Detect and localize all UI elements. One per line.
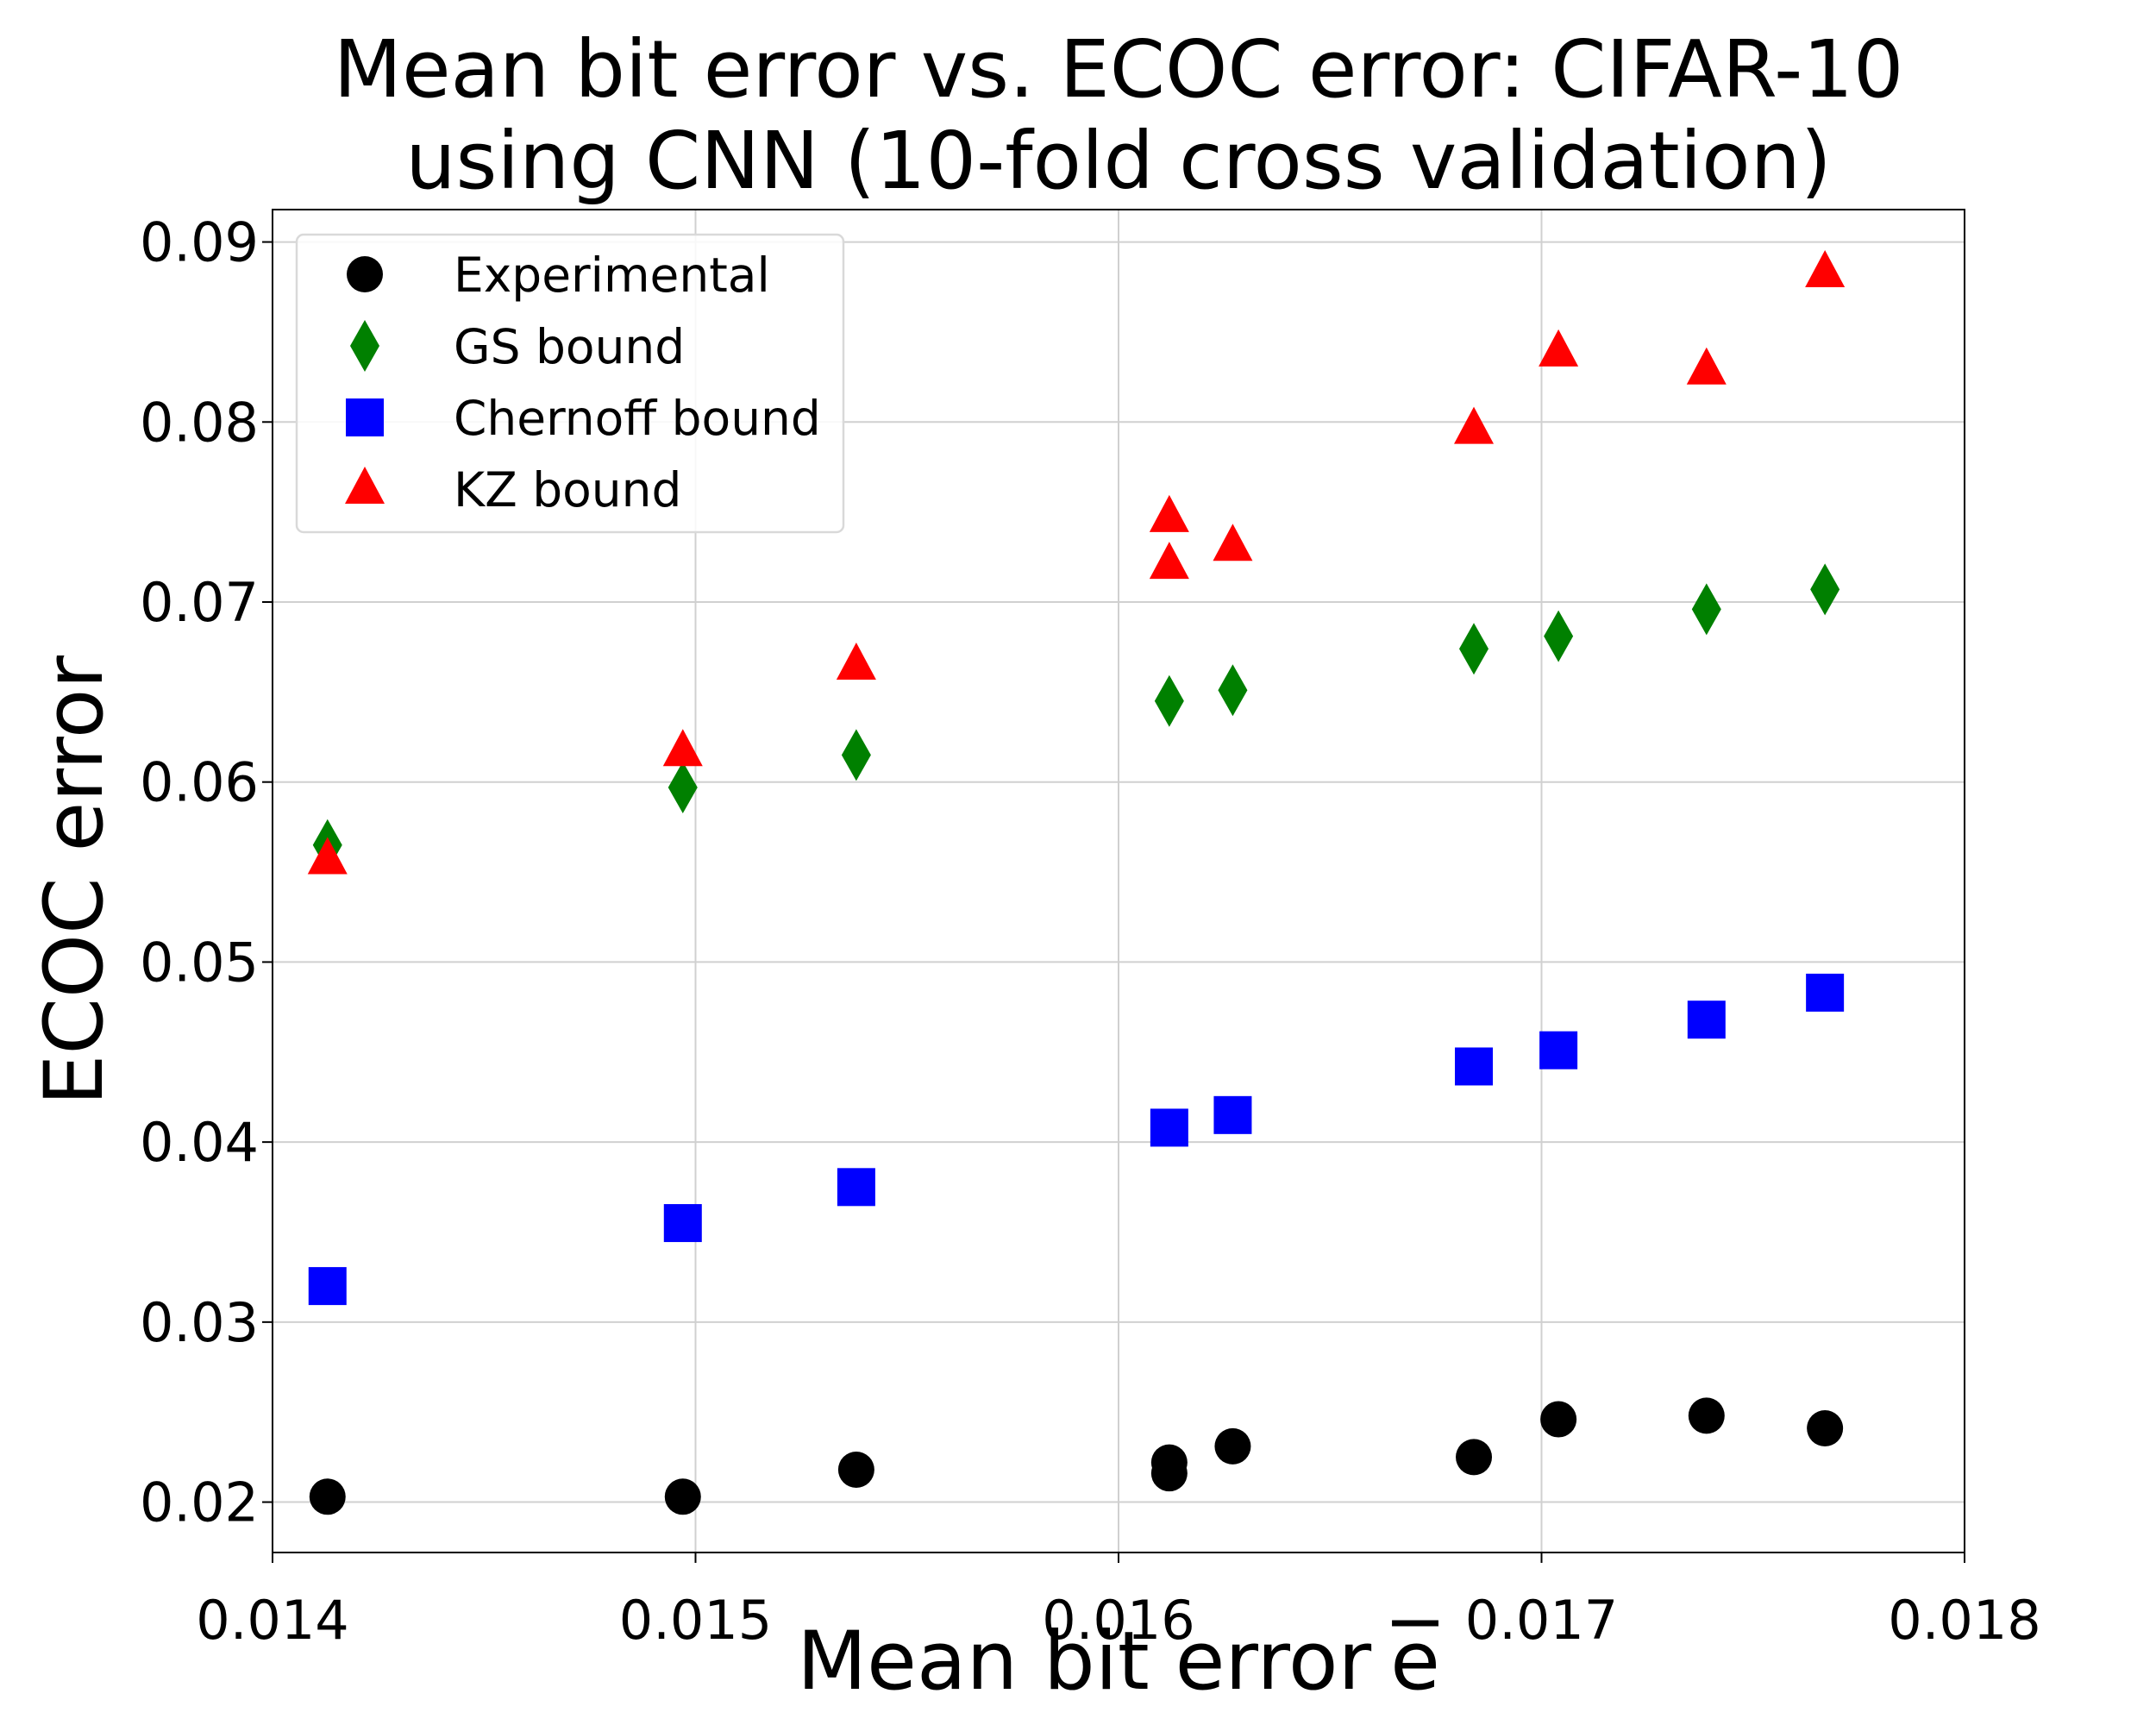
chernoff-bound-point — [1687, 1000, 1726, 1039]
kz-bound-point — [1686, 347, 1727, 385]
chernoff-bound-point — [1150, 1108, 1188, 1147]
y-tick-label: 0.04 — [140, 1111, 259, 1174]
x-tick-label: 0.015 — [619, 1589, 773, 1652]
kz-bound-point — [836, 643, 876, 681]
legend-experimental-marker — [347, 256, 383, 292]
legend-experimental-label: Experimental — [454, 248, 770, 303]
chernoff-bound-point — [1455, 1047, 1494, 1086]
kz-bound-point — [1213, 524, 1253, 561]
legend-chernoff-bound-marker — [346, 398, 384, 436]
x-axis-label-text: Mean bit error — [797, 1615, 1371, 1709]
kz-bound-point — [662, 729, 703, 767]
experimental-point — [1214, 1427, 1251, 1465]
x-tick-label: 0.016 — [1042, 1589, 1195, 1652]
legend-chernoff-bound-label: Chernoff bound — [454, 391, 821, 446]
experimental-point — [1150, 1455, 1188, 1492]
experimental-point — [837, 1451, 874, 1488]
gs-bound-point — [841, 729, 871, 781]
experimental-point — [1688, 1397, 1725, 1434]
legend-gs-bound-marker — [350, 320, 379, 372]
kz-bound-point — [1149, 494, 1189, 532]
legend-gs-bound-label: GS bound — [454, 319, 685, 374]
chernoff-bound-point — [663, 1204, 702, 1243]
kz-bound-point — [1149, 542, 1189, 580]
chernoff-bound-point — [308, 1267, 347, 1306]
legend-kz-bound-marker — [345, 467, 385, 504]
y-tick-label: 0.06 — [140, 751, 259, 814]
experimental-point — [309, 1478, 346, 1515]
kz-bound-point — [1454, 406, 1495, 444]
gs-bound-point — [1810, 563, 1840, 616]
experimental-point — [664, 1478, 701, 1515]
experimental-point — [1540, 1401, 1577, 1438]
y-axis-label: ECOC error — [28, 656, 122, 1106]
chernoff-bound-point — [1213, 1095, 1252, 1134]
chart-title: Mean bit error vs. ECOC error: CIFAR-10 … — [334, 23, 1904, 207]
gs-bound-point — [1218, 664, 1248, 717]
gs-bound-point — [667, 761, 698, 813]
y-tick-label: 0.03 — [140, 1291, 259, 1354]
legend-box — [295, 233, 845, 534]
legend-kz-bound-label: KZ bound — [454, 462, 681, 518]
gs-bound-point — [1154, 674, 1184, 727]
y-tick-label: 0.07 — [140, 571, 259, 634]
chernoff-bound-point — [1539, 1031, 1578, 1070]
data-points — [307, 250, 1846, 1515]
chernoff-bound-point — [1806, 973, 1845, 1012]
y-tick-label: 0.08 — [140, 391, 259, 454]
chart-title-line-1: Mean bit error vs. ECOC error: CIFAR-10 — [334, 23, 1904, 116]
kz-bound-point — [307, 837, 348, 875]
chart-title-line-2: using CNN (10-fold cross validation) — [405, 115, 1832, 207]
y-tick-label: 0.02 — [140, 1471, 259, 1534]
gs-bound-point — [1544, 610, 1574, 662]
x-tick-label: 0.018 — [1888, 1589, 2041, 1652]
x-tick-label: 0.014 — [196, 1589, 349, 1652]
grid-lines — [272, 210, 1965, 1552]
y-tick-label: 0.05 — [140, 931, 259, 994]
y-tick-label: 0.09 — [140, 211, 259, 274]
legend: Experimental GS bound Chernoff bound KZ bou… — [295, 233, 845, 534]
x-tick-label: 0.017 — [1465, 1589, 1619, 1652]
gs-bound-point — [1691, 583, 1721, 636]
x-axis-label: Mean bit error e — [797, 1615, 1440, 1709]
experimental-point — [1807, 1409, 1844, 1446]
axis-ticks: 0.014 0.015 0.016 0.017 0.018 0.02 0.03 0.04 0.0… — [140, 211, 2041, 1652]
gs-bound-point — [1459, 623, 1489, 675]
chernoff-bound-point — [837, 1168, 875, 1207]
kz-bound-point — [1539, 329, 1579, 367]
kz-bound-point — [1805, 250, 1846, 288]
experimental-point — [1456, 1439, 1493, 1476]
x-axis-label-symbol: e — [1390, 1615, 1440, 1709]
